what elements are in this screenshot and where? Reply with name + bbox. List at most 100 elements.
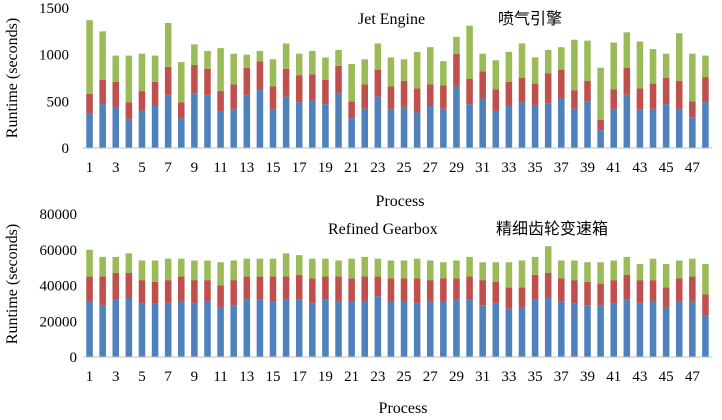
bar-segment-2-process-32 (492, 89, 500, 112)
bar-segment-2-process-21 (348, 278, 355, 302)
bar-segment-2-process-32 (492, 281, 500, 304)
x-tick-label: 33 (501, 160, 516, 176)
bar-segment-3-process-40 (597, 262, 604, 284)
bar-segment-1-process-16 (282, 299, 290, 357)
bar-segment-1-process-6 (151, 303, 159, 358)
bar-segment-3-process-2 (99, 256, 106, 277)
x-tick-label: 41 (606, 160, 621, 176)
bar-segment-3-process-45 (662, 53, 670, 78)
bar-segment-1-process-13 (243, 299, 251, 357)
x-tick-label: 37 (554, 160, 570, 176)
bar-segment-1-process-48 (702, 102, 709, 148)
x-tick-label: 15 (266, 160, 281, 176)
bar-segment-2-process-11 (217, 285, 224, 307)
bar-segment-3-process-48 (702, 55, 709, 78)
bar-segment-1-process-7 (164, 303, 172, 358)
bar-segment-3-process-31 (479, 53, 486, 72)
x-tick-label: 17 (292, 369, 308, 385)
bar-segment-2-process-43 (636, 88, 644, 110)
bar-segment-2-process-1 (86, 276, 93, 302)
bar-segment-2-process-23 (374, 69, 382, 97)
x-tick-label: 15 (266, 369, 281, 385)
bar-segment-2-process-13 (243, 67, 251, 96)
bar-segment-3-process-2 (99, 31, 106, 80)
bar-segment-3-process-4 (125, 55, 133, 103)
bar-segment-1-process-22 (361, 108, 369, 148)
y-tick-labels: 0 20000 40000 60000 80000 (40, 207, 78, 366)
bar-segment-2-process-35 (531, 274, 539, 300)
x-tick-label: 39 (580, 160, 595, 176)
bar-segment-1-process-44 (649, 108, 657, 148)
bar-segment-3-process-21 (348, 258, 355, 279)
bar-segment-1-process-34 (518, 102, 526, 148)
bar-segment-3-process-37 (558, 260, 565, 279)
bar-segment-1-process-25 (400, 301, 408, 357)
bar-segment-2-process-1 (86, 93, 93, 114)
bar-segment-3-process-23 (374, 43, 382, 70)
bar-segment-3-process-34 (518, 43, 526, 78)
bar-segment-1-process-3 (112, 106, 120, 148)
x-tick-label: 47 (685, 160, 701, 176)
bar-segment-1-process-30 (466, 104, 473, 148)
bar-segment-1-process-26 (413, 303, 421, 358)
bar-segment-3-process-7 (164, 22, 172, 67)
bar-segment-1-process-34 (518, 306, 526, 357)
x-tick-label: 3 (112, 369, 120, 385)
bar-segment-1-process-5 (138, 110, 146, 148)
bar-segment-2-process-2 (99, 276, 106, 306)
bar-segment-2-process-30 (466, 78, 473, 105)
bar-segment-3-process-8 (178, 258, 185, 277)
bar-segment-1-process-42 (623, 94, 631, 148)
bar-segment-1-process-47 (689, 117, 696, 148)
chart-title: Refined Gearbox (328, 221, 438, 238)
bar-segment-2-process-26 (413, 88, 421, 113)
bar-segment-2-process-26 (413, 278, 421, 304)
bar-segment-2-process-14 (256, 61, 264, 91)
x-tick-label: 35 (528, 160, 543, 176)
bar-segment-3-process-29 (453, 36, 460, 54)
bar-segment-3-process-41 (610, 42, 617, 90)
y-tick-labels: 0 500 1000 1500 (39, 1, 69, 157)
bar-segment-1-process-20 (335, 93, 342, 148)
bar-segment-3-process-19 (322, 258, 329, 277)
bar-segment-3-process-1 (86, 20, 93, 94)
bar-segment-3-process-36 (544, 246, 552, 273)
bar-segment-3-process-35 (531, 256, 539, 275)
bar-segment-3-process-39 (584, 40, 591, 81)
bar-segment-3-process-9 (191, 260, 198, 281)
bar-segment-1-process-42 (623, 299, 631, 357)
bar-segment-3-process-42 (623, 256, 631, 275)
bar-segment-3-process-46 (675, 260, 683, 279)
bar-segment-2-process-7 (164, 280, 172, 304)
bar-segment-2-process-19 (322, 79, 329, 105)
y-tick-label: 80000 (40, 207, 78, 223)
bar-segment-3-process-3 (112, 256, 120, 273)
bar-segment-3-process-22 (361, 59, 369, 85)
x-tick-label: 29 (449, 369, 464, 385)
bar-segment-1-process-46 (675, 301, 683, 357)
bar-segment-1-process-32 (492, 111, 500, 148)
bar-segment-1-process-6 (151, 106, 159, 148)
bar-segment-1-process-35 (531, 299, 539, 357)
bar-segment-3-process-18 (309, 258, 316, 279)
bar-segment-2-process-24 (387, 278, 395, 302)
bar-segment-2-process-29 (453, 278, 460, 300)
bar-segment-1-process-35 (531, 105, 539, 148)
x-tick-label: 37 (554, 369, 570, 385)
bar-segment-1-process-14 (256, 299, 264, 357)
bar-segment-2-process-47 (689, 276, 696, 302)
x-tick-label: 11 (213, 369, 227, 385)
bar-segment-3-process-37 (558, 47, 565, 70)
bar-segment-1-process-2 (99, 104, 106, 148)
bar-segment-3-process-10 (204, 260, 211, 281)
bar-segment-3-process-20 (335, 260, 342, 277)
bar-segment-2-process-22 (361, 276, 369, 302)
bar-segment-3-process-15 (269, 59, 277, 87)
x-tick-label: 21 (344, 160, 359, 176)
bar-segment-1-process-3 (112, 299, 120, 357)
bar-segment-2-process-6 (151, 281, 159, 304)
bar-segment-1-process-45 (662, 306, 670, 357)
y-axis-label: Runtime (seconds) (4, 18, 21, 138)
chart-title: Jet Engine (358, 11, 425, 28)
bar-segment-3-process-16 (282, 253, 290, 277)
